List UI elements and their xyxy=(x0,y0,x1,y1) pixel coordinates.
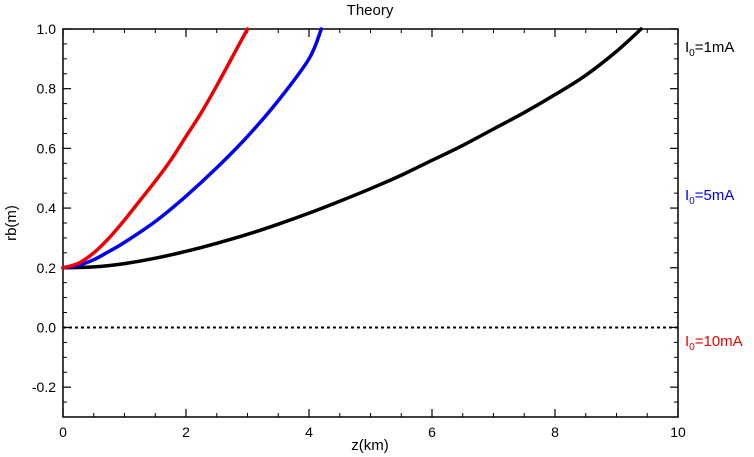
x-tick-labels: 0 2 4 6 8 10 xyxy=(59,424,686,440)
x-tick-label: 0 xyxy=(59,424,67,440)
y-axis-label: rb(m) xyxy=(3,205,20,241)
y-tick-label: 0.0 xyxy=(37,319,57,335)
y-tick-label: 0.4 xyxy=(37,200,57,216)
x-tick-label: 4 xyxy=(305,424,313,440)
y-tick-label: 0.6 xyxy=(37,140,57,156)
x-tick-label: 6 xyxy=(428,424,436,440)
legend: I0=1mA I0=5mA I0=10mA xyxy=(685,39,743,353)
x-tick-label: 8 xyxy=(551,424,559,440)
y-tick-label: -0.2 xyxy=(32,379,56,395)
legend-entry: I0=5mA xyxy=(685,187,734,207)
series-lines xyxy=(61,27,678,329)
series-line xyxy=(61,27,324,270)
series-line xyxy=(61,27,643,270)
series-line xyxy=(61,27,250,270)
chart-title: Theory xyxy=(347,2,394,19)
x-axis-label: z(km) xyxy=(351,437,389,454)
y-tick-labels: -0.2 0.0 0.2 0.4 0.6 0.8 1.0 xyxy=(32,21,56,395)
x-tick-label: 2 xyxy=(182,424,190,440)
x-tick-label: 10 xyxy=(670,424,686,440)
y-tick-label: 0.8 xyxy=(37,81,57,97)
y-tick-label: 1.0 xyxy=(37,21,57,37)
legend-entry: I0=1mA xyxy=(685,39,734,59)
legend-entry: I0=10mA xyxy=(685,333,743,353)
y-tick-label: 0.2 xyxy=(37,260,57,276)
